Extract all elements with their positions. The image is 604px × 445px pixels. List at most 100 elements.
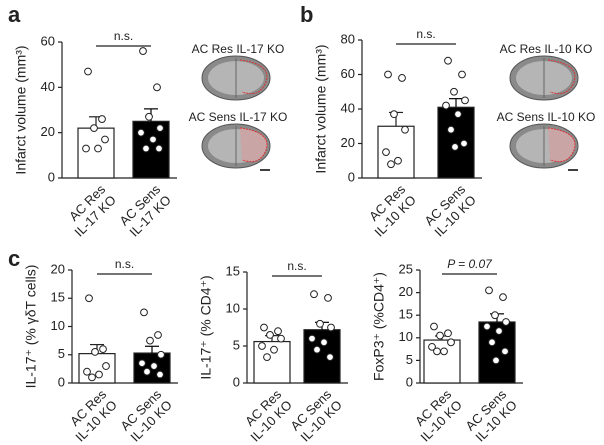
- y-axis-label: IL-17⁺ (% CD4⁺): [198, 275, 214, 379]
- data-point: [483, 322, 491, 331]
- y-tick-label: 20: [41, 124, 55, 139]
- y-tick-label: 0: [48, 169, 55, 184]
- y-tick-label: 10: [399, 329, 413, 344]
- y-tick-label: 60: [41, 33, 55, 48]
- data-point: [401, 125, 409, 134]
- x-tick-label-group: AC ResIL-10 KO: [62, 387, 120, 445]
- data-point: [450, 87, 458, 96]
- x-tick-label: AC SensIL-10 KO: [287, 387, 345, 445]
- data-point: [153, 83, 161, 92]
- data-point: [258, 342, 266, 350]
- data-point: [458, 70, 466, 79]
- data-point: [316, 319, 324, 328]
- data-point: [454, 110, 462, 119]
- x-tick-label: AC SensIL-10 KO: [421, 182, 479, 240]
- y-tick-label: 10: [226, 300, 240, 315]
- y-tick-label: 0: [233, 374, 240, 389]
- image-label: AC Res IL-17 KO: [192, 42, 285, 56]
- x-tick-label: AC ResIL-10 KO: [361, 182, 419, 240]
- bar: [77, 127, 115, 179]
- y-tick-label: 40: [341, 100, 355, 115]
- data-point: [502, 318, 510, 326]
- data-point: [150, 362, 158, 370]
- data-point: [436, 331, 444, 340]
- y-tick-label: 15: [226, 263, 240, 278]
- bar-chart: 0 5 10 15 20 25 FoxP3⁺ (%CD4⁺) AC ResIL-10 KOAC…: [371, 257, 523, 445]
- x-tick-label-group: AC SensIL-17 KO: [117, 182, 174, 240]
- data-point: [447, 338, 455, 347]
- data-point: [145, 112, 153, 121]
- annotation: n.s.: [114, 29, 133, 43]
- data-point: [156, 124, 164, 133]
- x-tick-label: AC ResIL-10 KO: [62, 387, 120, 445]
- annotation: P = 0.07: [447, 257, 493, 271]
- x-tick-label-group: AC ResIL-10 KO: [361, 182, 419, 240]
- data-point: [485, 286, 493, 295]
- data-point: [270, 345, 278, 354]
- data-point: [444, 329, 452, 338]
- data-point: [394, 156, 402, 165]
- data-point: [149, 135, 157, 144]
- y-tick-label: 5: [233, 337, 240, 352]
- data-point: [95, 370, 103, 379]
- data-point: [98, 115, 106, 123]
- data-point: [82, 144, 90, 153]
- data-point: [138, 359, 146, 368]
- data-point: [460, 139, 468, 148]
- data-point: [277, 334, 285, 343]
- data-point: [263, 353, 271, 362]
- bar-chart: 0 5 10 15 20 IL-17⁺ (% γδT cells) AC ResIL-10 …: [23, 257, 178, 445]
- y-axis-label: IL-17⁺ (% γδT cells): [23, 265, 39, 389]
- data-point: [433, 347, 441, 356]
- data-point: [155, 144, 163, 153]
- data-point: [260, 323, 268, 332]
- y-tick-label: 15: [51, 290, 65, 305]
- infarct-outline: [547, 59, 576, 95]
- data-point: [501, 347, 509, 356]
- y-tick-label: 80: [341, 31, 355, 46]
- x-tick-label: AC ResIL-17 KO: [61, 182, 119, 240]
- data-point: [99, 345, 107, 354]
- y-tick-label: 5: [58, 346, 65, 361]
- x-tick-label: AC SensIL-10 KO: [462, 387, 520, 445]
- x-tick-label-group: AC ResIL-10 KO: [237, 387, 295, 445]
- y-axis-label: FoxP3⁺ (%CD4⁺): [371, 272, 387, 381]
- bar: [132, 120, 170, 179]
- data-point: [146, 336, 154, 345]
- y-tick-label: 10: [51, 318, 65, 333]
- x-tick-label-group: AC ResIL-17 KO: [61, 182, 119, 240]
- data-point: [444, 56, 452, 65]
- data-point: [91, 348, 99, 356]
- bar-chart: 0 20 40 60 Infarct volume (mm³) AC ResIL-17 K…: [13, 29, 288, 240]
- data-point: [90, 124, 98, 133]
- data-point: [492, 356, 500, 365]
- y-tick-label: 20: [399, 284, 413, 299]
- data-point: [320, 338, 328, 347]
- x-tick-label: AC ResIL-10 KO: [237, 387, 295, 445]
- y-tick-label: 40: [41, 79, 55, 94]
- y-tick-label: 20: [51, 261, 65, 276]
- data-point: [440, 347, 448, 356]
- panel-label: c: [8, 246, 20, 271]
- data-point: [313, 345, 321, 354]
- data-point: [488, 338, 496, 347]
- data-point: [139, 47, 147, 55]
- data-point: [154, 331, 162, 339]
- data-point: [85, 294, 93, 303]
- data-point: [266, 331, 274, 339]
- data-point: [84, 67, 92, 76]
- data-point: [327, 323, 335, 332]
- bar: [437, 106, 475, 179]
- bar: [78, 353, 116, 384]
- data-point: [156, 370, 164, 379]
- y-tick-label: 5: [406, 352, 413, 367]
- image-label: AC Res IL-10 KO: [500, 42, 593, 56]
- data-point: [308, 334, 316, 343]
- y-axis-label: Infarct volume (mm³): [13, 45, 29, 174]
- data-point: [324, 294, 332, 302]
- data-point: [157, 350, 165, 359]
- data-point: [499, 293, 507, 302]
- x-tick-label-group: AC SensIL-10 KO: [287, 387, 345, 445]
